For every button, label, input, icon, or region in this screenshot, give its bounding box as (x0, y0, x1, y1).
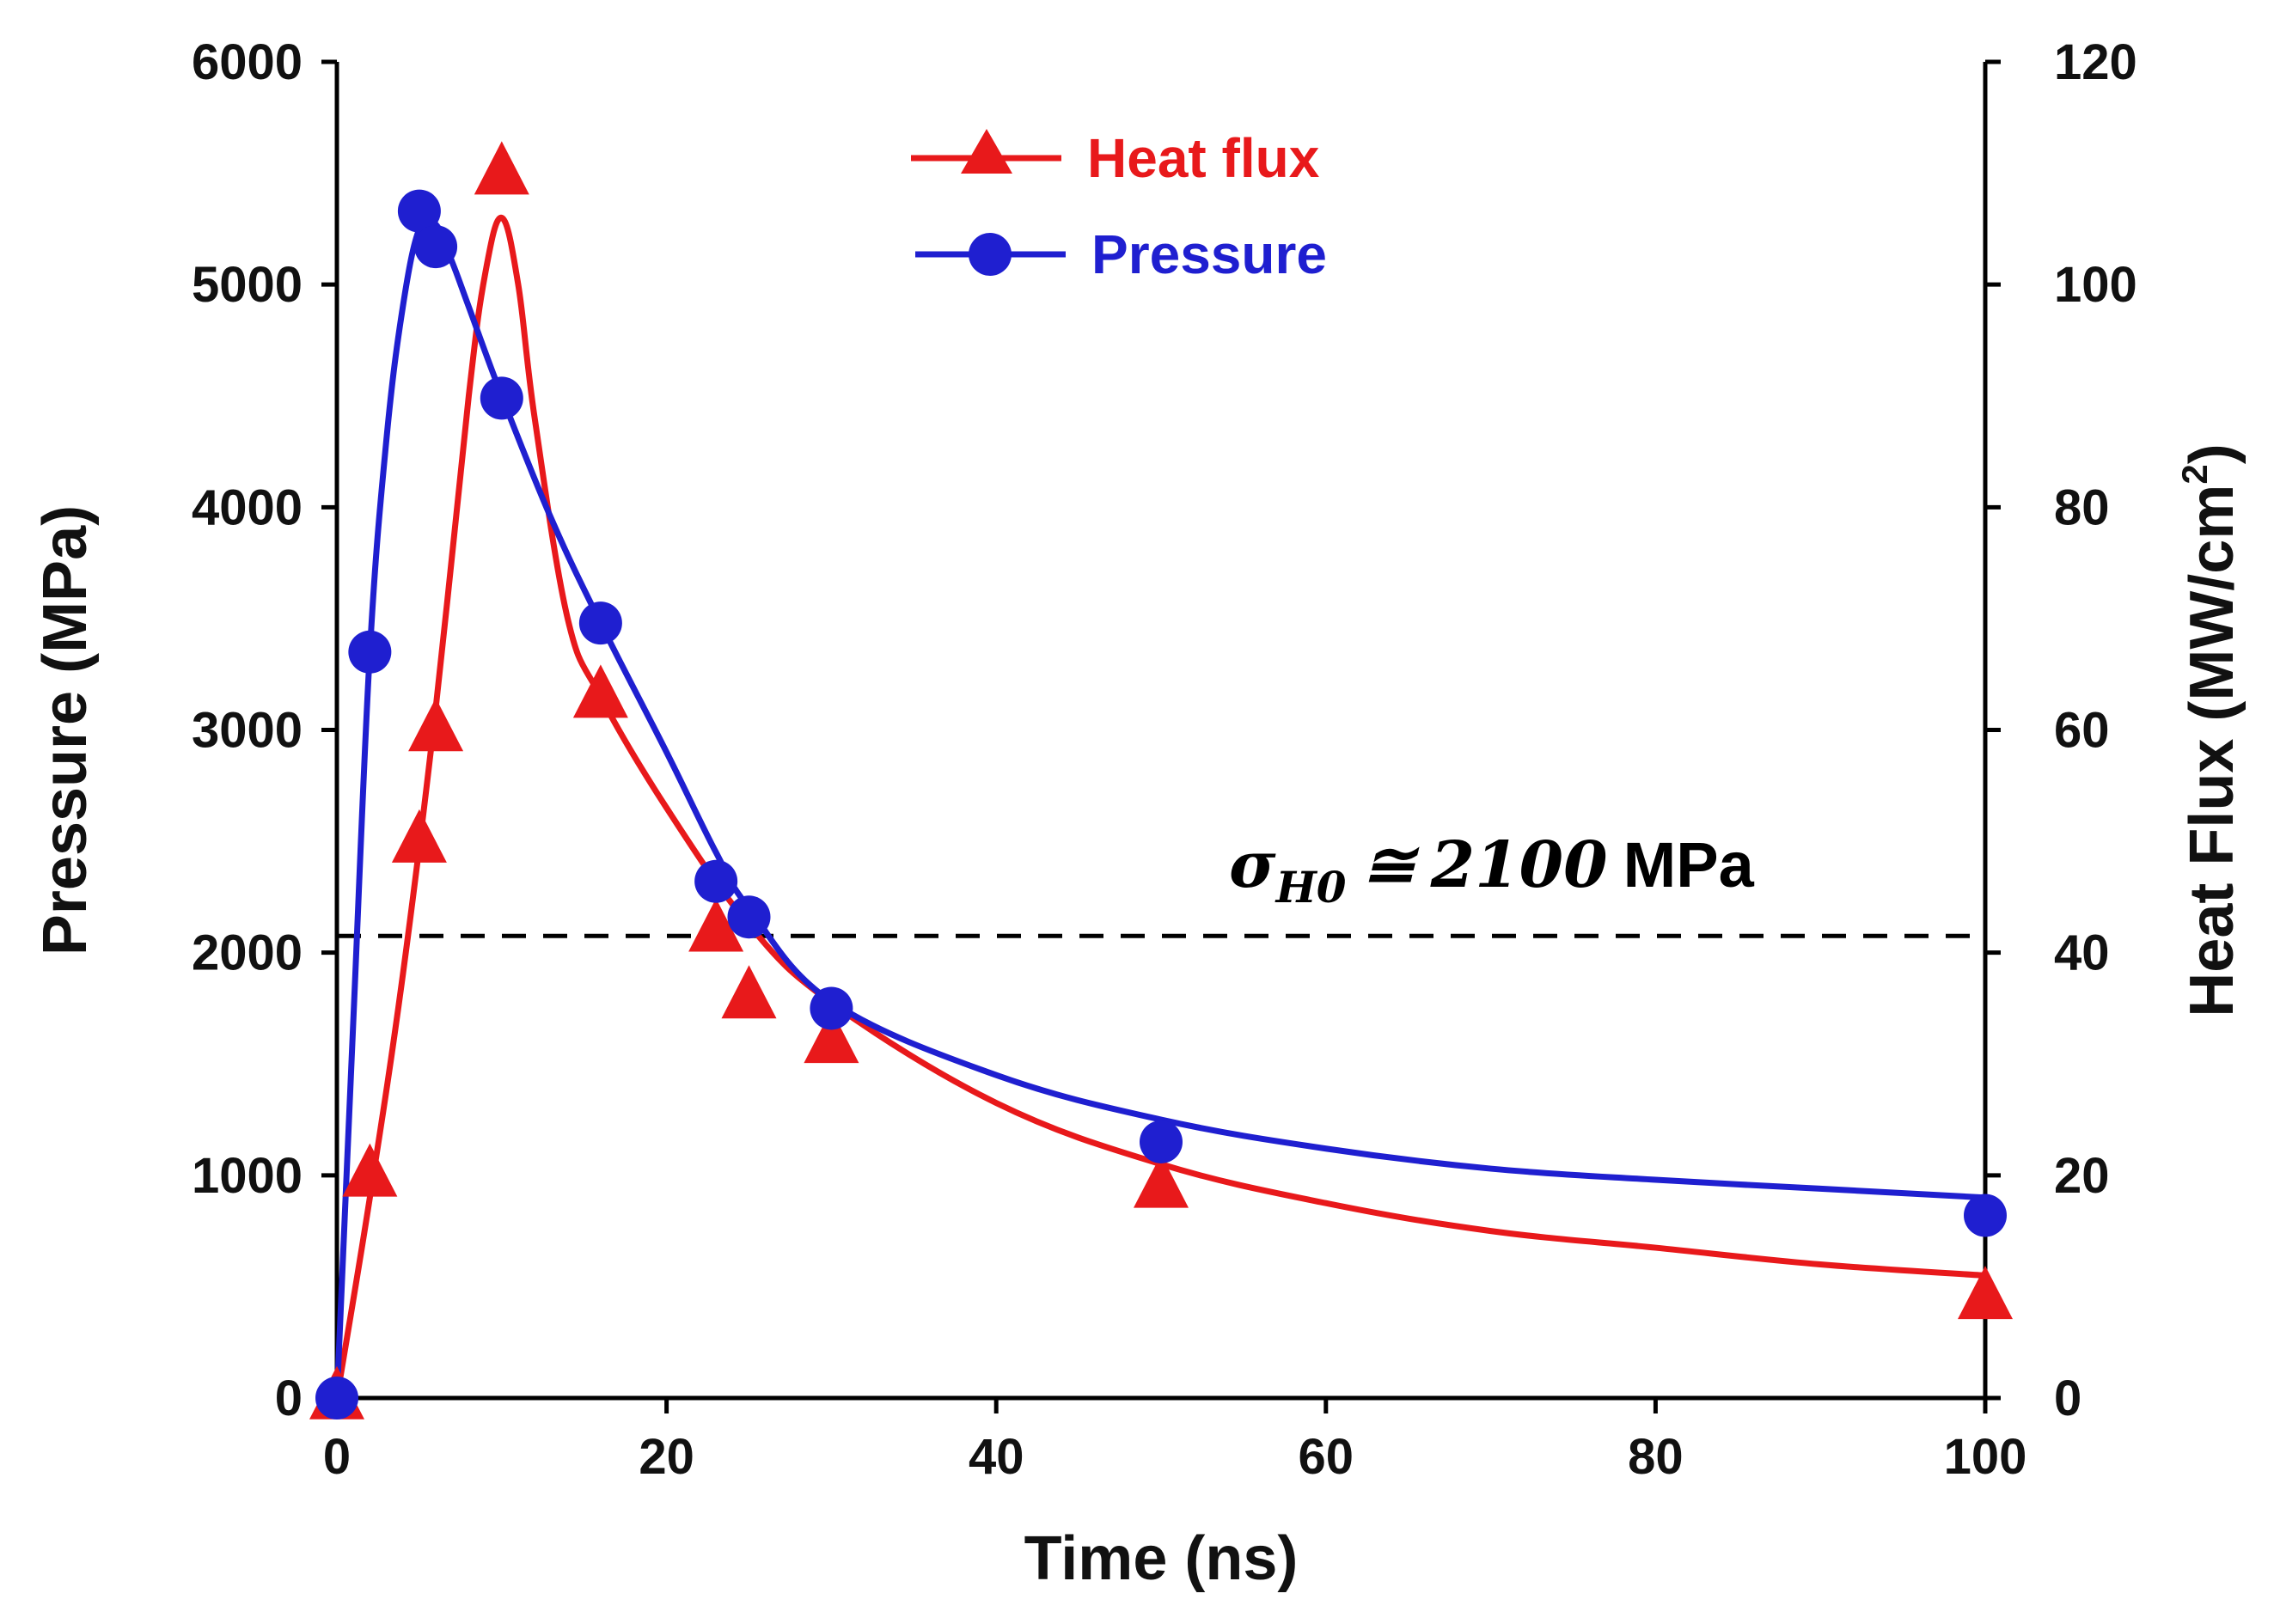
left-tick-label: 6000 (192, 34, 303, 90)
right-tick-label: 0 (2054, 1371, 2081, 1426)
legend-label-heat-flux: Heat flux (1087, 127, 1320, 189)
right-tick-label: 20 (2054, 1148, 2110, 1204)
left-axis-ticks: 0 1000 2000 3000 4000 5000 6000 (192, 34, 337, 1426)
right-tick-label: 80 (2054, 479, 2110, 535)
right-tick-label: 40 (2054, 925, 2110, 981)
data-point-pressure (414, 225, 457, 268)
x-tick-label: 0 (323, 1429, 351, 1485)
data-point-pressure (348, 631, 391, 674)
left-tick-label: 3000 (192, 703, 303, 759)
x-tick-label: 40 (969, 1429, 1024, 1485)
legend-item-pressure: Pressure (915, 223, 1327, 285)
right-axis-title: Heat Flux (MW/cm2) (2174, 443, 2246, 1017)
right-axis-title-sup: 2 (2174, 464, 2215, 484)
reference-annotation: σH0 ≅ 2100 MPa (1229, 828, 1755, 913)
data-point-heat-flux (474, 141, 529, 194)
data-point-pressure (694, 860, 737, 903)
right-tick-label: 100 (2054, 257, 2137, 313)
data-point-pressure (1964, 1194, 2007, 1236)
anno-symbol: σ (1229, 828, 1276, 902)
data-point-heat-flux (342, 1144, 397, 1197)
series-layer (309, 141, 2013, 1419)
data-point-heat-flux (408, 698, 463, 751)
data-point-pressure (315, 1377, 358, 1419)
right-tick-label: 60 (2054, 703, 2110, 759)
data-point-pressure (1140, 1120, 1183, 1163)
left-axis-title: Pressure (MPa) (31, 505, 100, 955)
data-point-heat-flux (722, 965, 777, 1018)
right-axis-title-main: Heat Flux (MW/cm (2178, 485, 2246, 1017)
left-tick-label: 5000 (192, 257, 303, 313)
data-point-pressure (579, 601, 622, 644)
series-line-pressure (337, 219, 1985, 1398)
series-line-heat-flux (337, 217, 1985, 1398)
chart: 0 20 40 60 80 100 0100020003000400050006000 0… (0, 0, 2274, 1624)
data-point-pressure (480, 376, 523, 419)
data-point-pressure (728, 895, 771, 938)
legend-label-pressure: Pressure (1091, 223, 1327, 285)
x-axis-ticks: 0 20 40 60 80 100 (323, 1398, 2027, 1485)
left-tick-label: 4000 (192, 479, 303, 535)
x-tick-label: 20 (639, 1429, 694, 1485)
legend-marker-heat-flux (961, 129, 1012, 174)
x-tick-label: 60 (1299, 1429, 1354, 1485)
data-point-heat-flux (573, 664, 628, 717)
x-tick-label: 100 (1944, 1429, 2027, 1485)
x-tick-label: 80 (1628, 1429, 1684, 1485)
right-axis-title-end: ) (2178, 443, 2246, 464)
left-tick-label: 1000 (192, 1148, 303, 1204)
right-tick-label: 120 (2054, 34, 2137, 90)
data-point-pressure (810, 986, 853, 1029)
right-axis-ticks: 0 20 40 60 80 100 120 (1985, 34, 2137, 1426)
legend-marker-pressure (969, 233, 1012, 276)
data-point-heat-flux (392, 809, 447, 863)
x-axis-title: Time (ns) (1024, 1524, 1299, 1593)
anno-unit: MPa (1623, 829, 1755, 901)
anno-value: 2100 (1430, 828, 1608, 902)
anno-subscript: H0 (1275, 862, 1347, 913)
anno-relation: ≅ (1362, 828, 1421, 902)
left-tick-label: 0 (275, 1371, 303, 1426)
left-tick-label: 2000 (192, 925, 303, 981)
legend-item-heat-flux: Heat flux (911, 127, 1320, 189)
legend: Heat flux Pressure (911, 127, 1327, 285)
